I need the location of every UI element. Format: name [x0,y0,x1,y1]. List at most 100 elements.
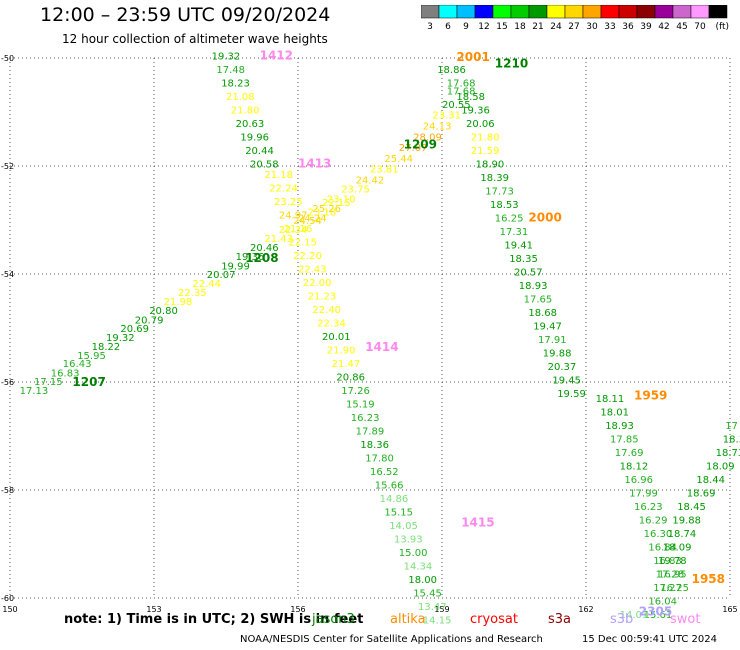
legend-label: 27 [568,22,579,31]
swh-value: 22.44 [192,279,221,290]
swh-value: 16.84 [648,543,677,554]
swh-value: 16.52 [370,467,399,478]
swh-value: 22.20 [293,251,322,262]
legend-label: 70 [694,22,706,31]
x-tick-label: 162 [578,605,593,614]
swh-value: 21.08 [226,92,255,103]
swh-value: 17.31 [500,227,529,238]
track-time-label: 1208 [245,251,278,265]
satellite-s3b: s3b [610,612,634,627]
swh-value: 14.34 [404,562,433,573]
swh-value: 13.93 [394,535,423,546]
swh-value: 28.09 [413,132,442,143]
swh-value: 23.75 [341,185,370,196]
swh-value: 21.98 [164,297,193,308]
swh-value: 15.45 [413,589,442,600]
x-tick-label: 156 [290,605,305,614]
legend-label: 39 [640,22,652,31]
swh-value: 22.15 [288,238,317,249]
swh-value: 20.69 [120,324,149,335]
swh-value: 21.80 [231,105,260,116]
swh-value: 20.79 [135,315,164,326]
swh-value: 20.01 [322,332,351,343]
swh-value: 25.44 [384,154,413,165]
swh-value: 18.35 [509,254,538,265]
swh-value: 15.00 [399,548,428,559]
swh-value: 18.45 [677,502,706,513]
legend-swatch [708,5,728,19]
swh-value: 17.73 [485,186,514,197]
y-tick-label: -58 [1,486,14,495]
swh-value: 16.25 [660,583,689,594]
legend-label: 18 [514,22,526,31]
swh-value: 20.58 [250,159,279,170]
swh-value: 18.93 [605,421,634,432]
legend-label: 15 [496,22,507,31]
swh-value: 17.91 [538,335,567,346]
swh-value: 18.00 [408,575,437,586]
swh-value: 21.90 [327,346,356,357]
swh-value: 17.26 [341,386,370,397]
swh-value: 25.26 [312,204,341,215]
swh-value: 16.04 [648,597,677,608]
legend-label: 30 [586,22,598,31]
track-time-label: 1958 [692,572,725,586]
swh-value: 14.01 [620,610,649,621]
swh-value: 16.95 [658,570,687,581]
track-time-label: 1207 [72,375,105,389]
swh-value: 18.90 [476,159,505,170]
swh-value: 22.35 [178,288,207,299]
swh-value: 27.07 [399,143,428,154]
satellite-altika: altika [390,612,426,627]
swh-value: 19.32 [106,333,135,344]
credit-text: NOAA/NESDIS Center for Satellite Applica… [240,634,543,645]
swh-value: 17.28 [656,570,685,581]
swh-value: 16.43 [63,359,92,370]
x-tick-label: 165 [722,605,737,614]
x-tick-label: 153 [146,605,161,614]
satellite-swot: swot [670,612,701,627]
swh-value: 14.15 [423,616,452,627]
swh-value: 20.37 [548,362,577,373]
swh-value: 16.30 [644,529,673,540]
track-time-label: 2305 [639,605,672,619]
track-time-label: 1415 [461,515,494,529]
swh-value: 19.96 [240,132,269,143]
y-tick-label: -54 [1,270,14,279]
swh-value: 15.19 [346,400,375,411]
swh-value: 18.69 [687,489,716,500]
legend-label: 6 [445,22,451,31]
swh-value: 17.85 [610,435,639,446]
legend-label: 42 [658,22,669,31]
y-tick-label: -52 [1,162,14,171]
track-time-label: 2001 [456,50,489,64]
swh-value: 19.47 [533,321,562,332]
track-time-label: 1959 [634,389,667,403]
swh-value: 24.97 [279,211,308,222]
chart-subtitle: 12 hour collection of altimeter wave hei… [62,32,328,46]
legend-label: 9 [463,22,469,31]
swh-value: 18.44 [696,475,725,486]
swh-value: 19.45 [552,375,581,386]
swh-value: 20.86 [336,373,365,384]
swh-value: 23.10 [327,194,356,205]
legend-label: 12 [478,22,489,31]
swh-value: 16.25 [495,213,524,224]
satellite-jason3: jason3 [312,612,355,627]
swh-value: 16.23 [351,413,380,424]
swh-value: 21.80 [471,132,500,143]
track-time-label: 1413 [298,156,331,170]
swh-value: 20.80 [149,306,178,317]
swh-value: 20.06 [466,119,495,130]
generated-timestamp: 15 Dec 00:59:41 UTC 2024 [582,634,717,645]
swh-value: 23.81 [370,165,399,176]
legend-unit: (ft) [715,22,729,31]
swh-value: 16.83 [51,368,80,379]
swh-value: 18.68 [528,308,557,319]
swh-value: 17.99 [629,489,658,500]
satellite-cryosat: cryosat [470,612,518,627]
swh-value: 22.34 [317,319,346,330]
swh-value: 19.88 [543,348,572,359]
swh-value: 19.78 [658,556,687,567]
swh-value: 22.34 [279,225,308,236]
